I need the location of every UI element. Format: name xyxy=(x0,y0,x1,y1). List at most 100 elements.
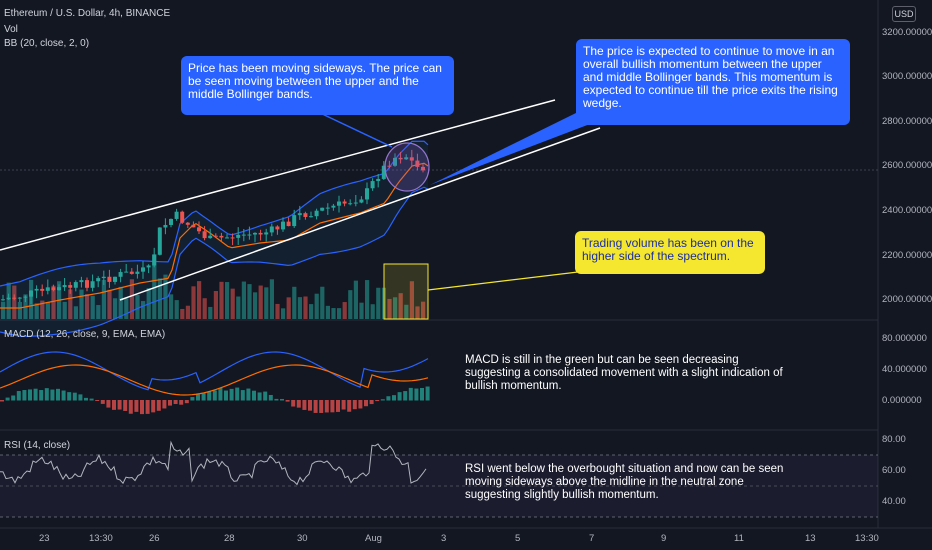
volume-bar xyxy=(314,293,319,319)
macd-histogram-bar xyxy=(22,390,27,401)
macd-histogram-bar xyxy=(28,389,32,401)
macd-histogram-bar xyxy=(89,398,94,401)
rsi-tick: 40.00 xyxy=(882,496,906,507)
sideways-annotation[interactable]: Price has been moving sideways. The pric… xyxy=(181,56,454,115)
momentum-annotation[interactable]: The price is expected to continue to mov… xyxy=(576,39,850,125)
macd-histogram-bar xyxy=(414,388,419,401)
time-tick: 5 xyxy=(515,533,521,544)
candle-body xyxy=(68,285,73,288)
volume-bar xyxy=(337,308,342,319)
volume-bar xyxy=(40,300,45,319)
candle-body xyxy=(381,165,386,179)
time-tick: 7 xyxy=(589,533,595,544)
macd-histogram-bar xyxy=(11,395,16,401)
candle-body xyxy=(129,271,134,274)
volume-bar xyxy=(286,297,291,319)
macd-histogram-bar xyxy=(268,394,273,401)
macd-histogram-bar xyxy=(112,400,116,410)
bb-legend[interactable]: BB (20, close, 2, 0) xyxy=(4,38,90,49)
candle-body xyxy=(303,213,308,217)
volume-bar xyxy=(208,306,213,319)
macd-histogram-bar xyxy=(78,394,83,401)
candle-body xyxy=(34,288,39,291)
symbol-title[interactable]: Ethereum / U.S. Dollar, 4h, BINANCE xyxy=(4,8,171,19)
candle-body xyxy=(113,276,117,282)
volume-annotation[interactable]: Trading volume has been on the higher si… xyxy=(575,231,765,274)
volume-legend[interactable]: Vol xyxy=(4,24,18,35)
candle-body xyxy=(40,288,45,291)
volume-bar xyxy=(398,293,403,319)
volume-bar xyxy=(219,281,224,319)
volume-highlight-box[interactable] xyxy=(383,263,429,320)
volume-bar xyxy=(118,286,123,319)
volume-bar xyxy=(297,297,302,319)
macd-histogram-bar xyxy=(224,390,228,401)
macd-histogram-bar xyxy=(380,399,385,401)
candle-body xyxy=(365,188,369,200)
volume-bar xyxy=(185,305,190,319)
price-tick: 2400.000000 xyxy=(882,205,932,216)
macd-histogram-bar xyxy=(408,387,413,401)
candle-body xyxy=(337,201,341,206)
time-tick: Aug xyxy=(365,533,382,544)
macd-histogram-bar xyxy=(364,400,368,407)
volume-bar xyxy=(174,300,179,319)
volume-bar xyxy=(409,281,414,319)
price-tick: 2800.000000 xyxy=(882,116,932,127)
macd-histogram-bar xyxy=(280,398,284,401)
price-tick: 2600.000000 xyxy=(882,160,932,171)
macd-histogram-bar xyxy=(246,388,251,401)
time-tick: 13:30 xyxy=(855,533,879,544)
macd-histogram-bar xyxy=(392,395,396,401)
currency-badge[interactable]: USD xyxy=(892,6,916,22)
wedge-upper-line[interactable] xyxy=(0,99,556,251)
macd-histogram-bar xyxy=(369,400,374,405)
price-tick: 3000.000000 xyxy=(882,71,932,82)
candle-body xyxy=(101,276,106,279)
macd-histogram-bar xyxy=(173,400,178,405)
macd-histogram-bar xyxy=(61,390,66,401)
candle-body xyxy=(85,280,89,288)
volume-bar xyxy=(236,296,241,319)
candle-body xyxy=(12,297,17,299)
volume-bar xyxy=(163,274,168,319)
candle-body xyxy=(230,237,235,239)
candle-body xyxy=(404,157,409,160)
candle-body xyxy=(29,290,33,297)
candle-body xyxy=(421,166,425,171)
volume-bar xyxy=(281,308,286,319)
macd-histogram-bar xyxy=(358,400,363,409)
volume-bar xyxy=(376,287,381,319)
volume-bar xyxy=(331,308,336,319)
candle-body xyxy=(197,227,201,232)
volume-bar xyxy=(269,279,274,319)
macd-histogram-bar xyxy=(84,397,88,401)
candle-body xyxy=(57,287,61,291)
macd-histogram-bar xyxy=(229,388,234,401)
volume-bar xyxy=(85,294,90,319)
macd-legend[interactable]: MACD (12, 26, close, 9, EMA, EMA) xyxy=(4,329,166,340)
macd-histogram-bar xyxy=(145,400,150,414)
highlight-circle[interactable] xyxy=(384,142,430,192)
candle-body xyxy=(353,202,358,204)
candle-body xyxy=(281,221,285,230)
macd-histogram-bar xyxy=(274,398,279,401)
price-tick: 3200.000000 xyxy=(882,27,932,38)
macd-histogram-bar xyxy=(386,396,391,401)
rsi-legend[interactable]: RSI (14, close) xyxy=(4,440,71,451)
macd-histogram-bar xyxy=(201,392,206,401)
candle-body xyxy=(180,211,185,223)
macd-histogram-bar xyxy=(5,397,10,401)
candle-body xyxy=(286,221,291,227)
candle-body xyxy=(236,234,241,238)
macd-histogram-bar xyxy=(56,388,60,401)
rsi-note: RSI went below the overbought situation … xyxy=(465,463,784,501)
volume-bar xyxy=(129,279,134,319)
macd-histogram-bar xyxy=(252,390,256,401)
candle-body xyxy=(314,210,319,217)
candle-body xyxy=(348,203,353,205)
macd-tick: 0.000000 xyxy=(882,395,922,406)
wedge-lower-line[interactable] xyxy=(119,127,601,301)
macd-histogram-bar xyxy=(190,397,195,401)
